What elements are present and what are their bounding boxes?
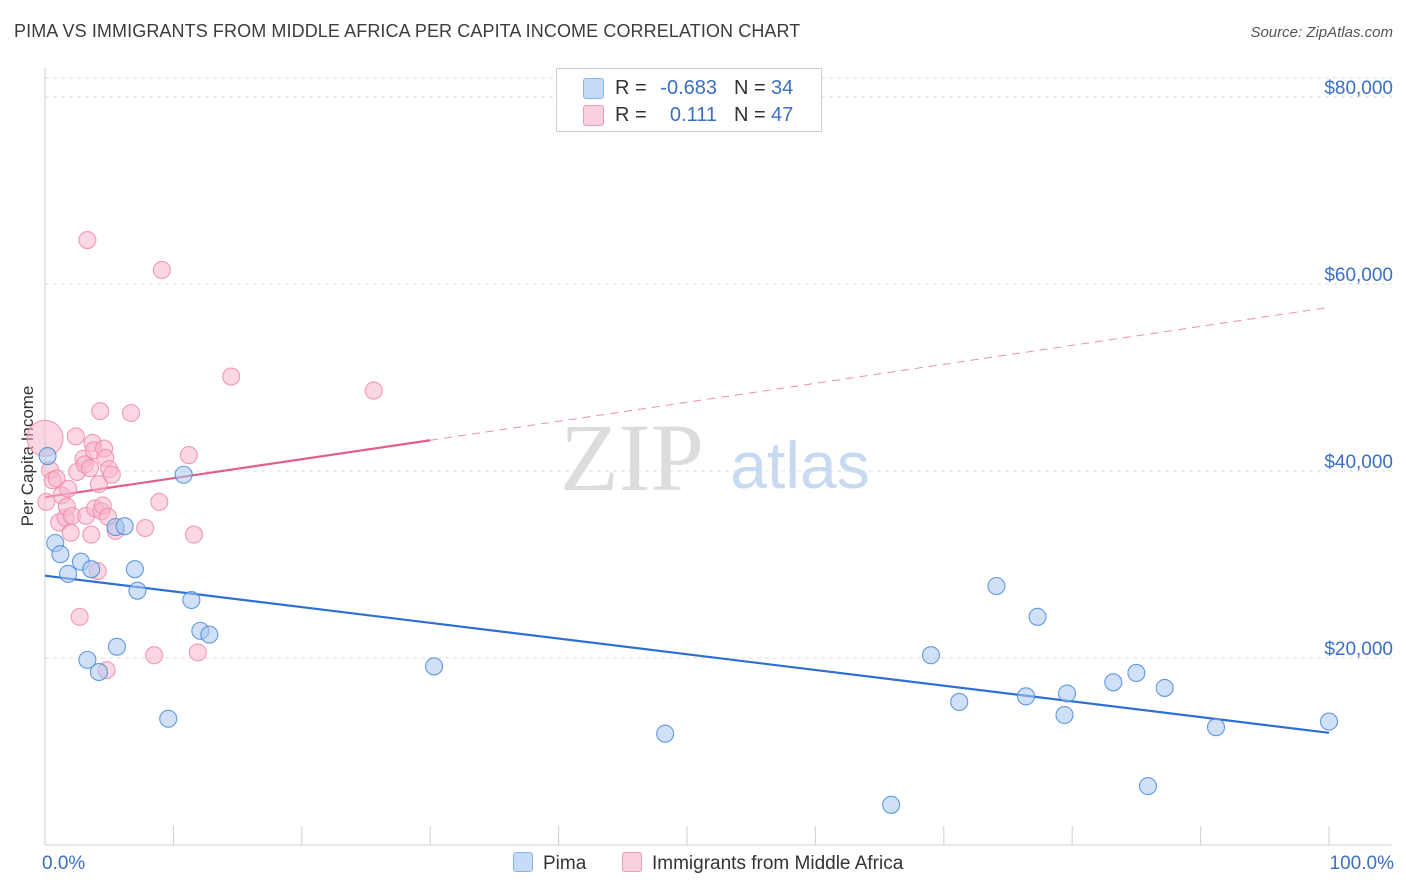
- r-label: R =: [615, 104, 647, 126]
- pima-point: [107, 637, 126, 656]
- trend-line-solid-series-1: [44, 439, 431, 499]
- pima-point: [921, 646, 941, 665]
- chart-title: PIMA VS IMMIGRANTS FROM MIDDLE AFRICA PE…: [14, 21, 801, 41]
- middle-africa-legend-swatch: [622, 852, 642, 872]
- middle-africa-point: [121, 403, 141, 423]
- trend-line-series-0: [44, 574, 1330, 734]
- pima-point: [656, 724, 675, 743]
- pima-point: [159, 709, 178, 728]
- middle-africa-point: [37, 492, 56, 511]
- middle-africa-point: [102, 465, 121, 484]
- middle-africa-point: [152, 260, 171, 280]
- pima-point: [1319, 712, 1339, 731]
- source-label: Source: ZipAtlas.com: [1250, 24, 1393, 41]
- legend-item-pima: Pima: [513, 852, 586, 875]
- middle-africa-point: [61, 523, 80, 542]
- middle-africa-point: [222, 367, 241, 386]
- watermark: ZIP atlas: [560, 404, 870, 511]
- y-tick-label: $80,000: [1324, 78, 1393, 99]
- pima-point: [1058, 684, 1077, 703]
- axes: [44, 68, 1392, 846]
- n-value: 47: [771, 104, 794, 126]
- pima-point: [1028, 607, 1047, 626]
- middle-africa-point: [70, 607, 89, 626]
- middle-africa-point: [145, 646, 164, 665]
- y-tick-label: $40,000: [1324, 452, 1393, 473]
- pima-point: [125, 560, 144, 579]
- middle-africa-point: [91, 402, 110, 421]
- pima-point: [38, 446, 57, 466]
- correlation-legend: R = -0.683 N = 34 R = 0.111 N = 47: [556, 68, 822, 132]
- middle-africa-point: [136, 518, 155, 538]
- pima-point: [78, 650, 97, 669]
- n-value: 34: [771, 77, 794, 99]
- r-value: 0.111: [669, 104, 717, 126]
- n-label: N =: [734, 77, 766, 99]
- grid-lines: [45, 77, 1392, 659]
- pima-swatch: [583, 78, 604, 99]
- pima-point: [1155, 678, 1174, 697]
- pima-legend-swatch: [513, 852, 533, 872]
- pima-point: [200, 625, 219, 644]
- middle-africa-point: [89, 475, 108, 494]
- middle-africa-point: [78, 231, 97, 250]
- pima-point: [1138, 777, 1158, 796]
- legend-item-middle-africa: Immigrants from Middle Africa: [622, 852, 903, 875]
- pima-point: [82, 560, 101, 579]
- r-label: R =: [615, 77, 647, 99]
- pima-point: [882, 795, 901, 814]
- middle-africa-point: [66, 427, 85, 446]
- legend-row-middle-africa: R = 0.111 N = 47: [557, 101, 821, 129]
- watermark-zip: ZIP: [560, 404, 704, 511]
- pima-point: [1104, 673, 1123, 692]
- pima-point: [950, 692, 969, 711]
- x-tick-label-start: 0.0%: [42, 853, 85, 874]
- middle-africa-point: [188, 643, 207, 662]
- middle-africa-point: [47, 469, 66, 488]
- pima-point: [174, 465, 193, 484]
- n-label: N =: [734, 104, 766, 126]
- pima-legend-label: Pima: [543, 853, 587, 874]
- pima-point: [1127, 663, 1146, 683]
- pima-point: [182, 590, 201, 610]
- middle-africa-point: [364, 381, 383, 400]
- y-tick-label: $60,000: [1324, 265, 1393, 286]
- middle-africa-point: [184, 525, 203, 544]
- pima-point: [1206, 718, 1226, 737]
- legend-row-pima: R = -0.683 N = 34: [557, 74, 821, 102]
- tick-labels: $20,000 $40,000 $60,000 $80,000 0.0% 100.0%: [42, 78, 1394, 874]
- pima-point: [425, 657, 444, 676]
- pima-point: [51, 545, 70, 564]
- middle-africa-legend-label: Immigrants from Middle Africa: [652, 853, 904, 874]
- middle-africa-point: [150, 492, 169, 511]
- middle-africa-point: [59, 479, 78, 498]
- middle-africa-point: [82, 525, 101, 544]
- r-value: -0.683: [660, 77, 717, 99]
- middle-africa-point: [179, 446, 198, 465]
- pima-point: [1055, 705, 1074, 725]
- pima-point: [59, 564, 78, 583]
- y-tick-label: $20,000: [1324, 639, 1393, 660]
- trend-line-dashed-series-1: [430, 306, 1330, 441]
- pima-point: [128, 581, 147, 600]
- pima-point: [1016, 687, 1036, 706]
- middle-africa-swatch: [583, 105, 604, 126]
- middle-africa-point: [80, 459, 99, 478]
- x-tick-label-end: 100.0%: [1330, 853, 1395, 874]
- pima-point: [89, 662, 108, 682]
- watermark-atlas: atlas: [730, 428, 869, 502]
- data-points: [26, 231, 1339, 814]
- pima-point: [987, 576, 1006, 596]
- trend-lines: [44, 306, 1330, 734]
- pima-point: [115, 517, 134, 536]
